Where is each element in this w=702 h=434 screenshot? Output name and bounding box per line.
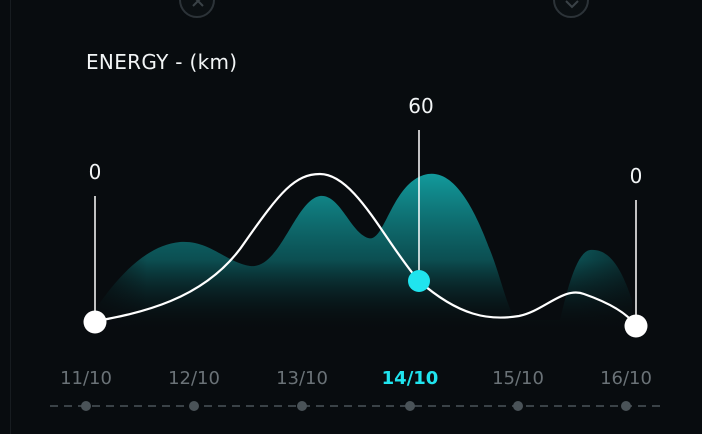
- data-point[interactable]: [83, 310, 107, 334]
- value-label: 0: [630, 164, 643, 188]
- data-point[interactable]: [624, 314, 648, 338]
- panel-divider: [10, 0, 11, 434]
- axis-tick: [405, 401, 415, 411]
- axis-tick: [513, 401, 523, 411]
- area-fade: [80, 160, 640, 340]
- date-label-active[interactable]: 14/10: [382, 368, 439, 389]
- close-icon: [192, 0, 204, 7]
- date-label[interactable]: 12/10: [168, 368, 220, 389]
- value-label: 60: [408, 94, 433, 118]
- data-point-active[interactable]: [408, 270, 430, 292]
- axis-tick: [189, 401, 199, 411]
- chevron-down-icon: [565, 0, 579, 9]
- value-label: 0: [89, 160, 102, 184]
- date-label[interactable]: 11/10: [60, 368, 112, 389]
- chart-title: ENERGY - (km): [86, 50, 238, 74]
- axis-tick: [621, 401, 631, 411]
- date-label[interactable]: 16/10: [600, 368, 652, 389]
- energy-line: [90, 172, 637, 327]
- axis-tick: [297, 401, 307, 411]
- date-label[interactable]: 15/10: [492, 368, 544, 389]
- axis-tick: [81, 401, 91, 411]
- close-button[interactable]: [179, 0, 215, 18]
- date-label[interactable]: 13/10: [276, 368, 328, 389]
